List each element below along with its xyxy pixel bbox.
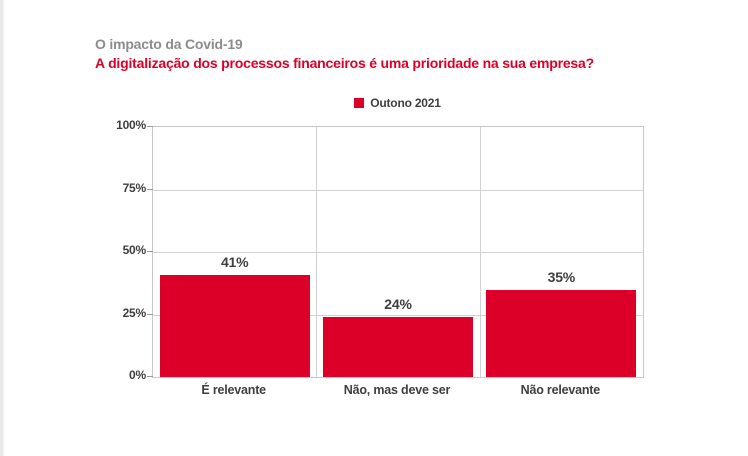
legend-label: Outono 2021	[370, 96, 441, 110]
y-tick-label: 100%	[116, 118, 146, 132]
bar-value-label: 24%	[384, 296, 412, 312]
plot-area: 41% 24% 35%	[152, 126, 644, 378]
x-category-label: Não relevante	[520, 383, 601, 397]
y-tick-mark	[147, 376, 153, 377]
chart-title: A digitalização dos processos financeiro…	[95, 55, 594, 71]
gridline-vertical	[316, 127, 318, 377]
bar-slot: 41%	[153, 127, 316, 377]
chart-kicker: O impacto da Covid-19	[95, 36, 243, 52]
legend-swatch-icon	[354, 98, 365, 108]
x-axis: É relevante Não, mas deve ser Não relevant…	[152, 383, 642, 397]
gridline-horizontal	[153, 314, 643, 316]
y-tick-label: 75%	[122, 180, 147, 195]
y-tick-mark	[147, 188, 153, 190]
y-tick-mark	[147, 251, 153, 252]
bar-3	[486, 289, 637, 377]
bar-value-label: 35%	[547, 268, 576, 285]
legend: Outono 2021	[152, 96, 643, 110]
x-category-label: É relevante	[201, 383, 266, 397]
y-tick-label: 50%	[122, 243, 147, 257]
gridline-vertical	[479, 127, 481, 377]
x-category-label: Não, mas deve ser	[343, 383, 451, 397]
bar-2	[322, 317, 474, 377]
page-edge-strip	[0, 0, 4, 456]
bar-slot: 35%	[480, 127, 643, 377]
y-tick-label: 25%	[122, 305, 147, 320]
y-tick-label: 0%	[129, 368, 146, 382]
bar-slot: 24%	[316, 127, 479, 377]
bar-value-label: 41%	[220, 253, 249, 270]
y-tick-mark	[147, 313, 153, 315]
gridline-horizontal	[153, 189, 643, 191]
gridline-horizontal	[153, 252, 643, 253]
bar-1	[159, 274, 310, 377]
y-tick-mark	[147, 126, 153, 127]
